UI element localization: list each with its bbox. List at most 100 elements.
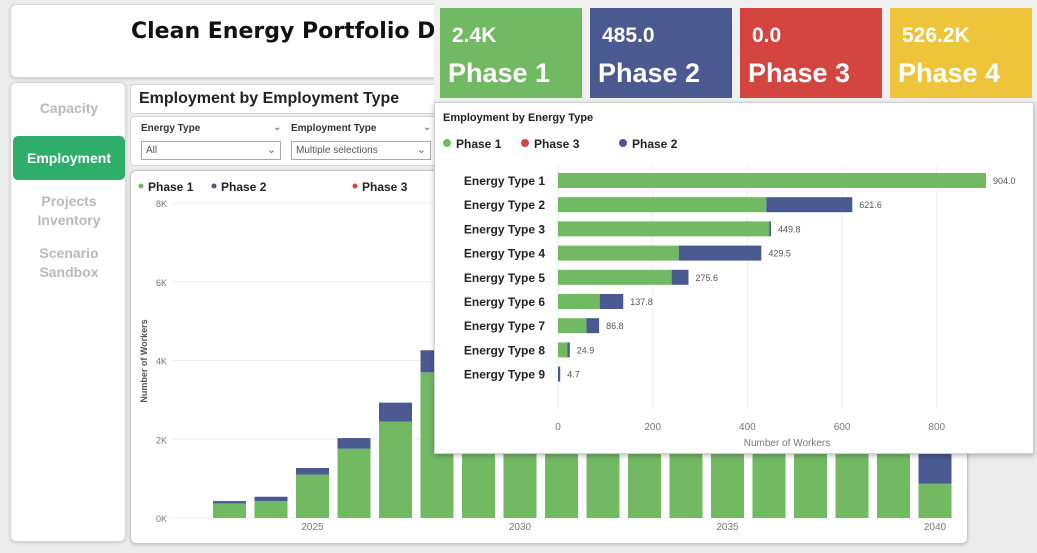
bar-segment bbox=[752, 451, 786, 518]
section-title: Employment by Employment Type bbox=[139, 90, 400, 107]
side-nav: Capacity Employment Projects Inventory S… bbox=[10, 82, 126, 542]
y-tick-label: 2K bbox=[156, 435, 167, 445]
bar-segment bbox=[254, 496, 288, 502]
energy-type-dropdown[interactable]: All ⌄ bbox=[141, 141, 281, 160]
legend-marker bbox=[521, 139, 529, 147]
kpi-value: 485.0 bbox=[602, 24, 655, 47]
data-label: 904.0 bbox=[993, 176, 1016, 186]
legend-marker bbox=[138, 183, 144, 189]
kpi-label: Phase 2 bbox=[598, 58, 701, 88]
legend-label: Phase 1 bbox=[456, 137, 502, 151]
y-tick-label: 4K bbox=[156, 357, 167, 367]
bar-segment bbox=[669, 451, 703, 518]
data-label: 275.6 bbox=[695, 273, 718, 283]
bar-segment bbox=[213, 503, 246, 518]
bar-segment bbox=[254, 501, 288, 518]
category-label: Energy Type 6 bbox=[464, 295, 545, 309]
bar-segment bbox=[877, 451, 910, 518]
x-tick-label: 2025 bbox=[301, 522, 324, 533]
bar-segment bbox=[558, 221, 770, 237]
kpi-card-phase-1: 2.4K Phase 1 bbox=[440, 8, 582, 98]
bar-segment bbox=[558, 245, 679, 261]
bar-segment bbox=[379, 402, 412, 422]
category-label: Energy Type 1 bbox=[464, 174, 545, 188]
category-label: Energy Type 7 bbox=[464, 319, 545, 333]
kpi-card-phase-2: 485.0 Phase 2 bbox=[590, 8, 732, 98]
category-label: Energy Type 2 bbox=[464, 198, 545, 212]
legend-label: Phase 3 bbox=[362, 180, 408, 194]
bar-segment bbox=[835, 451, 869, 518]
legend-marker bbox=[352, 183, 358, 189]
x-tick-label: 0 bbox=[555, 422, 561, 433]
nav-item-employment[interactable]: Employment bbox=[13, 136, 125, 180]
nav-item-capacity[interactable]: Capacity bbox=[39, 100, 99, 116]
x-tick-label: 2030 bbox=[509, 522, 532, 533]
chart-title: Employment by Energy Type bbox=[443, 112, 593, 124]
bar-segment bbox=[567, 342, 570, 358]
y-tick-label: 0K bbox=[156, 514, 167, 524]
kpi-value: 2.4K bbox=[452, 24, 497, 47]
kpi-value: 0.0 bbox=[752, 24, 782, 47]
section-header: Employment by Employment Type bbox=[130, 84, 450, 114]
x-tick-label: 2040 bbox=[924, 522, 947, 533]
filter-bar: Energy Type ⌄ All ⌄ Employment Type ⌄ Mu… bbox=[130, 116, 440, 166]
legend-label: Phase 2 bbox=[632, 137, 678, 151]
y-tick-label: 6K bbox=[156, 278, 167, 288]
employment-type-filter: Employment Type ⌄ Multiple selections ⌄ bbox=[291, 122, 431, 160]
category-label: Energy Type 9 bbox=[464, 368, 545, 382]
kpi-card-phase-4: 526.2K Phase 4 bbox=[890, 8, 1032, 98]
bar-segment bbox=[558, 294, 600, 309]
bar-segment bbox=[628, 451, 661, 518]
bar-segment bbox=[503, 451, 537, 518]
category-label: Energy Type 5 bbox=[464, 271, 545, 285]
x-tick-label: 800 bbox=[928, 422, 945, 433]
bar-segment bbox=[558, 197, 767, 213]
legend-label: Phase 1 bbox=[148, 180, 194, 194]
x-tick-label: 2035 bbox=[716, 522, 739, 533]
nav-item-scenario-sandbox[interactable]: Scenario Sandbox bbox=[39, 245, 99, 280]
data-label: 4.7 bbox=[567, 370, 580, 380]
chevron-down-icon[interactable]: ⌄ bbox=[423, 122, 432, 133]
legend-marker bbox=[619, 139, 627, 147]
bar-segment bbox=[558, 269, 672, 285]
data-label: 137.8 bbox=[630, 297, 653, 307]
kpi-label: Phase 1 bbox=[448, 58, 551, 88]
bar-segment bbox=[558, 318, 587, 334]
x-axis-label: Number of Workers bbox=[744, 438, 831, 449]
bar-segment bbox=[586, 318, 600, 334]
bar-segment bbox=[296, 474, 329, 518]
employment-type-filter-label: Employment Type bbox=[291, 123, 377, 134]
bar-segment bbox=[599, 294, 624, 309]
legend-marker bbox=[443, 139, 451, 147]
bar-segment bbox=[918, 483, 952, 518]
x-tick-label: 200 bbox=[644, 422, 661, 433]
kpi-card-phase-3: 0.0 Phase 3 bbox=[740, 8, 882, 98]
chevron-down-icon: ⌄ bbox=[266, 144, 276, 156]
bar-segment bbox=[337, 448, 371, 518]
legend-marker bbox=[211, 183, 217, 189]
data-label: 449.8 bbox=[778, 224, 801, 234]
data-label: 621.6 bbox=[859, 200, 882, 210]
bar-segment bbox=[794, 451, 827, 518]
data-label: 429.5 bbox=[768, 249, 791, 259]
bar-segment bbox=[213, 501, 246, 504]
category-label: Energy Type 8 bbox=[464, 343, 545, 357]
legend-label: Phase 2 bbox=[221, 180, 267, 194]
employment-by-energy-type-chart: Employment by Energy Type Phase 1 Phase 3 P… bbox=[434, 102, 1034, 454]
chevron-down-icon[interactable]: ⌄ bbox=[273, 122, 282, 133]
bar-segment bbox=[558, 342, 568, 358]
kpi-row: 2.4K Phase 1 485.0 Phase 2 0.0 Phase 3 5… bbox=[434, 0, 1037, 102]
nav-item-projects-inventory[interactable]: Projects Inventory bbox=[37, 193, 101, 228]
bar-segment bbox=[558, 173, 986, 188]
x-tick-label: 600 bbox=[834, 422, 851, 433]
bar-segment bbox=[711, 451, 744, 518]
energy-type-value: All bbox=[146, 145, 158, 156]
bar-segment bbox=[379, 421, 412, 518]
energy-type-filter: Energy Type ⌄ All ⌄ bbox=[141, 122, 281, 160]
employment-type-dropdown[interactable]: Multiple selections ⌄ bbox=[291, 141, 431, 160]
employment-type-value: Multiple selections bbox=[296, 145, 378, 156]
x-tick-label: 400 bbox=[739, 422, 756, 433]
category-label: Energy Type 3 bbox=[464, 222, 545, 236]
data-label: 24.9 bbox=[577, 345, 595, 355]
data-label: 86.8 bbox=[606, 321, 624, 331]
